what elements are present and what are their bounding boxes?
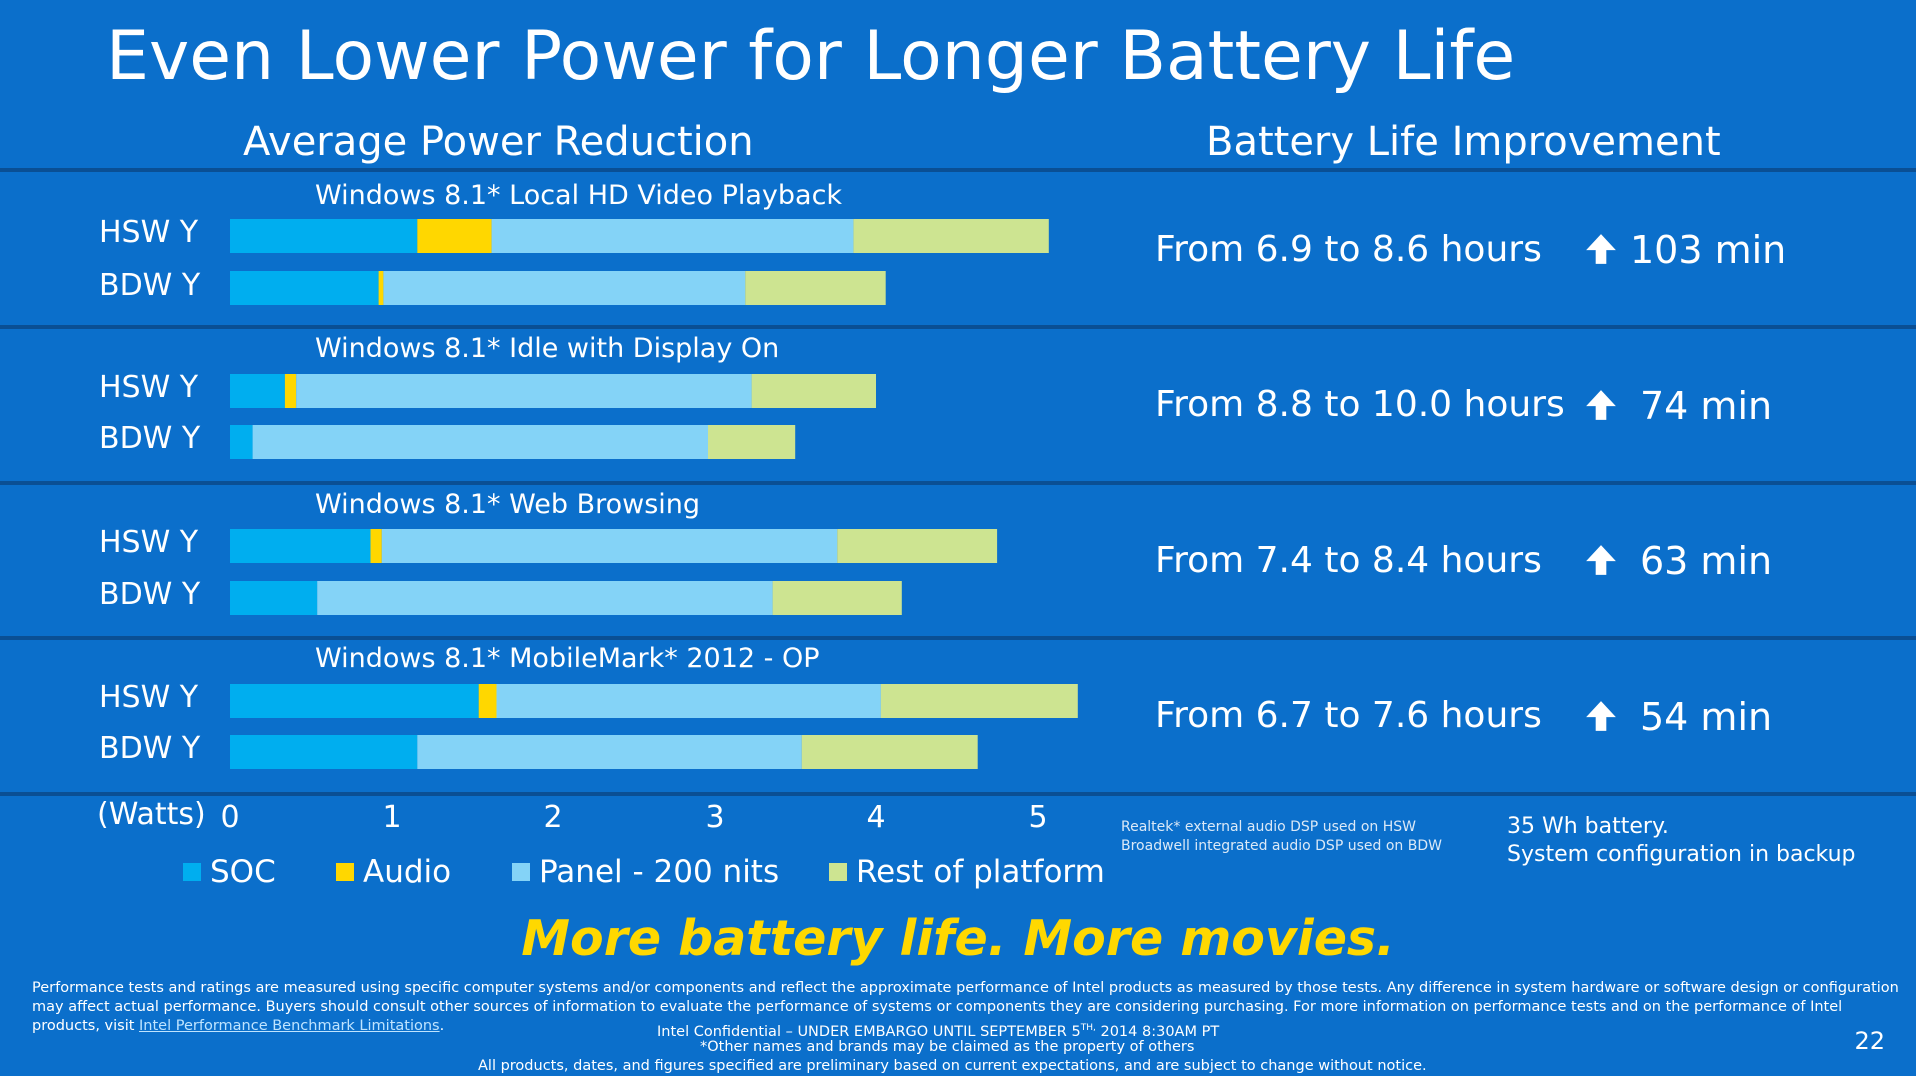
row-label-hsw: HSW Y	[99, 525, 199, 560]
bar-segment-panel	[496, 684, 881, 718]
bar-segment-panel	[252, 425, 708, 459]
x-tick-label: 5	[1028, 800, 1048, 835]
group-label-video: Windows 8.1* Local HD Video Playback	[315, 180, 843, 211]
bar-segment-audio	[378, 271, 384, 305]
legend-swatch-panel	[512, 863, 530, 881]
x-axis-label: (Watts)	[97, 797, 206, 832]
bar-segment-soc	[230, 735, 418, 769]
legend-label: SOC	[210, 854, 276, 890]
bar-segment-panel	[317, 581, 773, 615]
bar-segment-soc	[230, 219, 418, 253]
battery-result-text: From 7.4 to 8.4 hours	[1155, 540, 1542, 581]
group-label-idle: Windows 8.1* Idle with Display On	[315, 333, 780, 364]
x-tick-label: 4	[866, 800, 886, 835]
disclaimer-line: Performance tests and ratings are measur…	[32, 980, 1899, 996]
battery-gain: 63 min	[1640, 539, 1773, 583]
battery-result-text: From 6.9 to 8.6 hours	[1155, 229, 1542, 270]
bar-segment-rest	[853, 219, 1049, 253]
divider-line	[0, 168, 1916, 172]
legend-swatch-audio	[336, 863, 354, 881]
bar-segment-panel	[296, 374, 752, 408]
battery-gain: 74 min	[1640, 384, 1773, 428]
benchmark-limitations-link[interactable]: Intel Performance Benchmark Limitations	[139, 1018, 440, 1034]
legend-item-audio: Audio	[336, 852, 451, 892]
bar-segment-soc	[230, 271, 379, 305]
bar-segment-rest	[880, 684, 1078, 718]
confidential-notice: Intel Confidential – UNDER EMBARGO UNTIL…	[657, 1019, 1219, 1042]
confidential-text: Intel Confidential – UNDER EMBARGO UNTIL…	[657, 1023, 1081, 1040]
x-tick-label: 3	[705, 800, 725, 835]
bar-segment-audio	[417, 219, 492, 253]
bar-segment-panel	[381, 529, 838, 563]
legend-swatch-rest	[829, 863, 847, 881]
bar-segment-rest	[801, 735, 978, 769]
row-label-hsw: HSW Y	[99, 215, 199, 250]
bar-segment-soc	[230, 529, 371, 563]
bar-segment-soc	[230, 581, 318, 615]
row-label-hsw: HSW Y	[99, 680, 199, 715]
bar-segment-audio	[478, 684, 497, 718]
battery-result-text: From 8.8 to 10.0 hours	[1155, 384, 1565, 425]
audio-dsp-note: Broadwell integrated audio DSP used on B…	[1121, 838, 1442, 854]
up-arrow-icon	[1586, 545, 1616, 575]
battery-note: System configuration in backup	[1507, 842, 1856, 867]
legend-item-soc: SOC	[183, 852, 276, 892]
up-arrow-icon	[1586, 390, 1616, 420]
row-label-bdw: BDW Y	[99, 421, 201, 456]
left-section-heading: Average Power Reduction	[243, 119, 754, 165]
bar-segment-rest	[745, 271, 886, 305]
legend-swatch-soc	[183, 863, 201, 881]
battery-result-text: From 6.7 to 7.6 hours	[1155, 695, 1542, 736]
row-label-bdw: BDW Y	[99, 731, 201, 766]
battery-gain: 103 min	[1630, 228, 1787, 272]
disclaimer-line: products, visit Intel Performance Benchm…	[32, 1017, 444, 1036]
row-label-bdw: BDW Y	[99, 268, 201, 303]
disclaimer-suffix: .	[439, 1018, 445, 1034]
tagline: More battery life. More movies.	[521, 910, 1395, 967]
bar-segment-rest	[708, 425, 796, 459]
confidential-text: 2014 8:30AM PT	[1095, 1023, 1220, 1040]
x-tick-label: 1	[382, 800, 402, 835]
disclaimer-line: may affect actual performance. Buyers sh…	[32, 999, 1843, 1015]
x-tick-label: 0	[220, 800, 240, 835]
bar-segment-soc	[230, 374, 285, 408]
right-section-heading: Battery Life Improvement	[1206, 119, 1721, 165]
legend-label: Audio	[363, 854, 452, 890]
confidential-superscript: TH,	[1080, 1023, 1096, 1033]
disclaimer-prefix: products, visit	[32, 1018, 140, 1034]
legend-label: Panel - 200 nits	[539, 854, 780, 890]
up-arrow-icon	[1586, 701, 1616, 731]
legend-item-rest: Rest of platform	[829, 852, 1105, 892]
bar-segment-panel	[383, 271, 746, 305]
preliminary-note: All products, dates, and figures specifi…	[478, 1058, 1427, 1074]
up-arrow-icon	[1586, 234, 1616, 264]
page-number: 22	[1854, 1027, 1885, 1055]
battery-note: 35 Wh battery.	[1507, 814, 1669, 839]
x-tick-label: 2	[543, 800, 563, 835]
bar-segment-soc	[230, 425, 253, 459]
bar-segment-panel	[417, 735, 802, 769]
group-label-web: Windows 8.1* Web Browsing	[315, 489, 701, 520]
bar-segment-audio	[284, 374, 297, 408]
divider-line	[0, 325, 1916, 329]
bar-segment-rest	[837, 529, 998, 563]
row-label-hsw: HSW Y	[99, 370, 199, 405]
audio-dsp-note: Realtek* external audio DSP used on HSW	[1121, 819, 1416, 835]
slide-title: Even Lower Power for Longer Battery Life	[106, 17, 1516, 96]
bar-segment-soc	[230, 684, 479, 718]
battery-gain: 54 min	[1640, 695, 1773, 739]
bar-segment-panel	[491, 219, 854, 253]
legend-item-panel: Panel - 200 nits	[512, 852, 779, 892]
divider-line	[0, 792, 1916, 796]
row-label-bdw: BDW Y	[99, 577, 201, 612]
bar-segment-rest	[751, 374, 876, 408]
group-label-mobilemark: Windows 8.1* MobileMark* 2012 - OP	[315, 643, 820, 674]
divider-line	[0, 481, 1916, 485]
bar-segment-audio	[370, 529, 382, 563]
trademark-note: *Other names and brands may be claimed a…	[700, 1039, 1195, 1055]
legend-label: Rest of platform	[856, 854, 1105, 890]
divider-line	[0, 636, 1916, 640]
bar-segment-rest	[772, 581, 902, 615]
